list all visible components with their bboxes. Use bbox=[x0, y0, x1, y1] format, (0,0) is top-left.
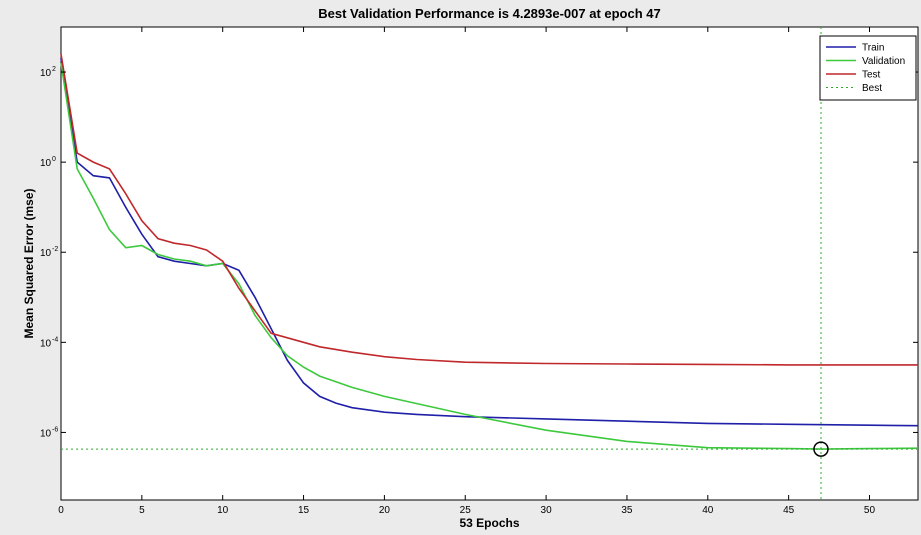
best-point-marker bbox=[813, 441, 829, 457]
y-axis-label: Mean Squared Error (mse) bbox=[22, 188, 36, 338]
x-tick-label: 0 bbox=[58, 505, 64, 516]
y-tick-base: 10 bbox=[40, 158, 52, 169]
y-tick-exponent: 0 bbox=[52, 156, 56, 163]
x-tick-label: 45 bbox=[783, 505, 795, 516]
series-train-line bbox=[60, 58, 919, 427]
y-tick-label: 10 -2 bbox=[40, 246, 58, 259]
legend-label-best: Best bbox=[862, 83, 882, 94]
y-tick-exponent: -6 bbox=[52, 426, 58, 433]
y-tick-exponent: -4 bbox=[52, 336, 58, 343]
x-tick-label: 10 bbox=[217, 505, 229, 516]
x-tick-label: 15 bbox=[298, 505, 310, 516]
series-validation-line bbox=[60, 62, 919, 450]
chart-title: Best Validation Performance is 4.2893e-0… bbox=[318, 6, 661, 21]
x-tick-label: 5 bbox=[139, 505, 145, 516]
x-tick-label: 25 bbox=[460, 505, 472, 516]
y-tick-label: 10 -4 bbox=[40, 336, 58, 349]
x-tick-label: 30 bbox=[541, 505, 553, 516]
y-tick-base: 10 bbox=[40, 68, 52, 79]
series-test-line bbox=[60, 53, 918, 366]
y-tick-base: 10 bbox=[40, 248, 52, 259]
y-tick-label: 10 0 bbox=[40, 156, 56, 169]
y-tick-label: 10 -6 bbox=[40, 426, 58, 439]
legend-label-validation: Validation bbox=[862, 56, 905, 67]
y-tick-exponent: 2 bbox=[52, 66, 56, 73]
y-tick-base: 10 bbox=[40, 428, 52, 439]
legend-label-test: Test bbox=[862, 70, 881, 81]
x-tick-label: 20 bbox=[379, 505, 391, 516]
x-axis-label: 53 Epochs bbox=[459, 516, 519, 530]
x-tick-label: 35 bbox=[621, 505, 633, 516]
x-tick-label: 40 bbox=[702, 505, 714, 516]
series-layer bbox=[60, 27, 919, 500]
y-tick-label: 10 2 bbox=[40, 66, 56, 79]
legend: Train Validation Test Best bbox=[819, 35, 917, 101]
x-tick-label: 50 bbox=[864, 505, 876, 516]
y-tick-exponent: -2 bbox=[52, 246, 58, 253]
plot-area bbox=[60, 26, 919, 501]
legend-label-train: Train bbox=[862, 43, 884, 54]
y-tick-base: 10 bbox=[40, 338, 52, 349]
